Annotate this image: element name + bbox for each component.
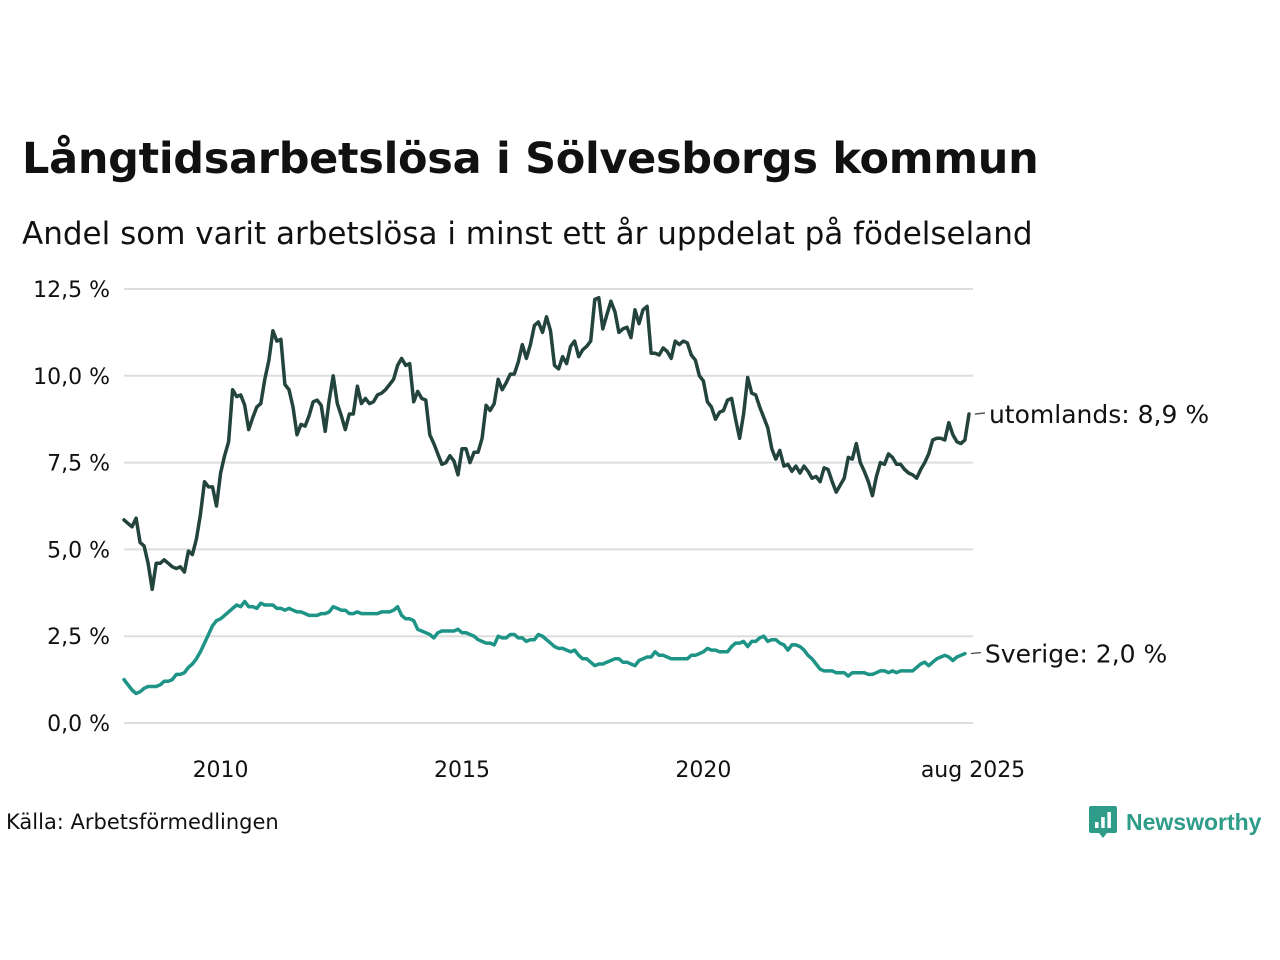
gridlines [124, 288, 973, 724]
end-label-utomlands: utomlands: 8,9 % [989, 400, 1209, 429]
end-label-sverige: Sverige: 2,0 % [985, 640, 1167, 669]
series-end-labels: utomlands: 8,9 % Sverige: 2,0 % [970, 400, 1209, 669]
y-tick-label: 7,5 % [47, 452, 110, 477]
chart-subtitle: Andel som varit arbetslösa i minst ett å… [22, 216, 1033, 252]
y-axis-tick-labels: 0,0 % 2,5 % 5,0 % 7,5 % 10,0 % 12,5 % [33, 278, 110, 737]
series-lines [122, 295, 971, 696]
x-tick-label: 2010 [193, 758, 249, 783]
y-tick-label: 0,0 % [47, 712, 110, 737]
end-label-leader-sverige [970, 651, 982, 655]
newsworthy-logo-icon [1089, 806, 1117, 838]
source-note: Källa: Arbetsförmedlingen [6, 810, 279, 834]
y-tick-label: 5,0 % [47, 538, 110, 563]
end-label-leader-utomlands [974, 412, 986, 415]
x-tick-label: aug 2025 [921, 758, 1025, 783]
x-axis-tick-labels: 2010 2015 2020 aug 2025 [193, 758, 1026, 783]
x-tick-label: 2015 [434, 758, 490, 783]
series-line-utomlands [122, 295, 971, 592]
x-tick-label: 2020 [675, 758, 731, 783]
y-tick-label: 10,0 % [33, 365, 110, 390]
newsworthy-logo: Newsworthy [1088, 804, 1261, 840]
newsworthy-logo-text: Newsworthy [1126, 808, 1262, 835]
series-line-sverige [122, 599, 967, 696]
y-tick-label: 12,5 % [33, 278, 110, 303]
y-tick-label: 2,5 % [47, 625, 110, 650]
chart-title: Långtidsarbetslösa i Sölvesborgs kommun [22, 134, 1039, 184]
